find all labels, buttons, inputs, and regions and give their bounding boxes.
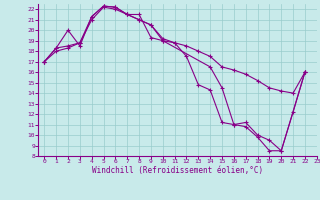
X-axis label: Windchill (Refroidissement éolien,°C): Windchill (Refroidissement éolien,°C) — [92, 166, 263, 175]
